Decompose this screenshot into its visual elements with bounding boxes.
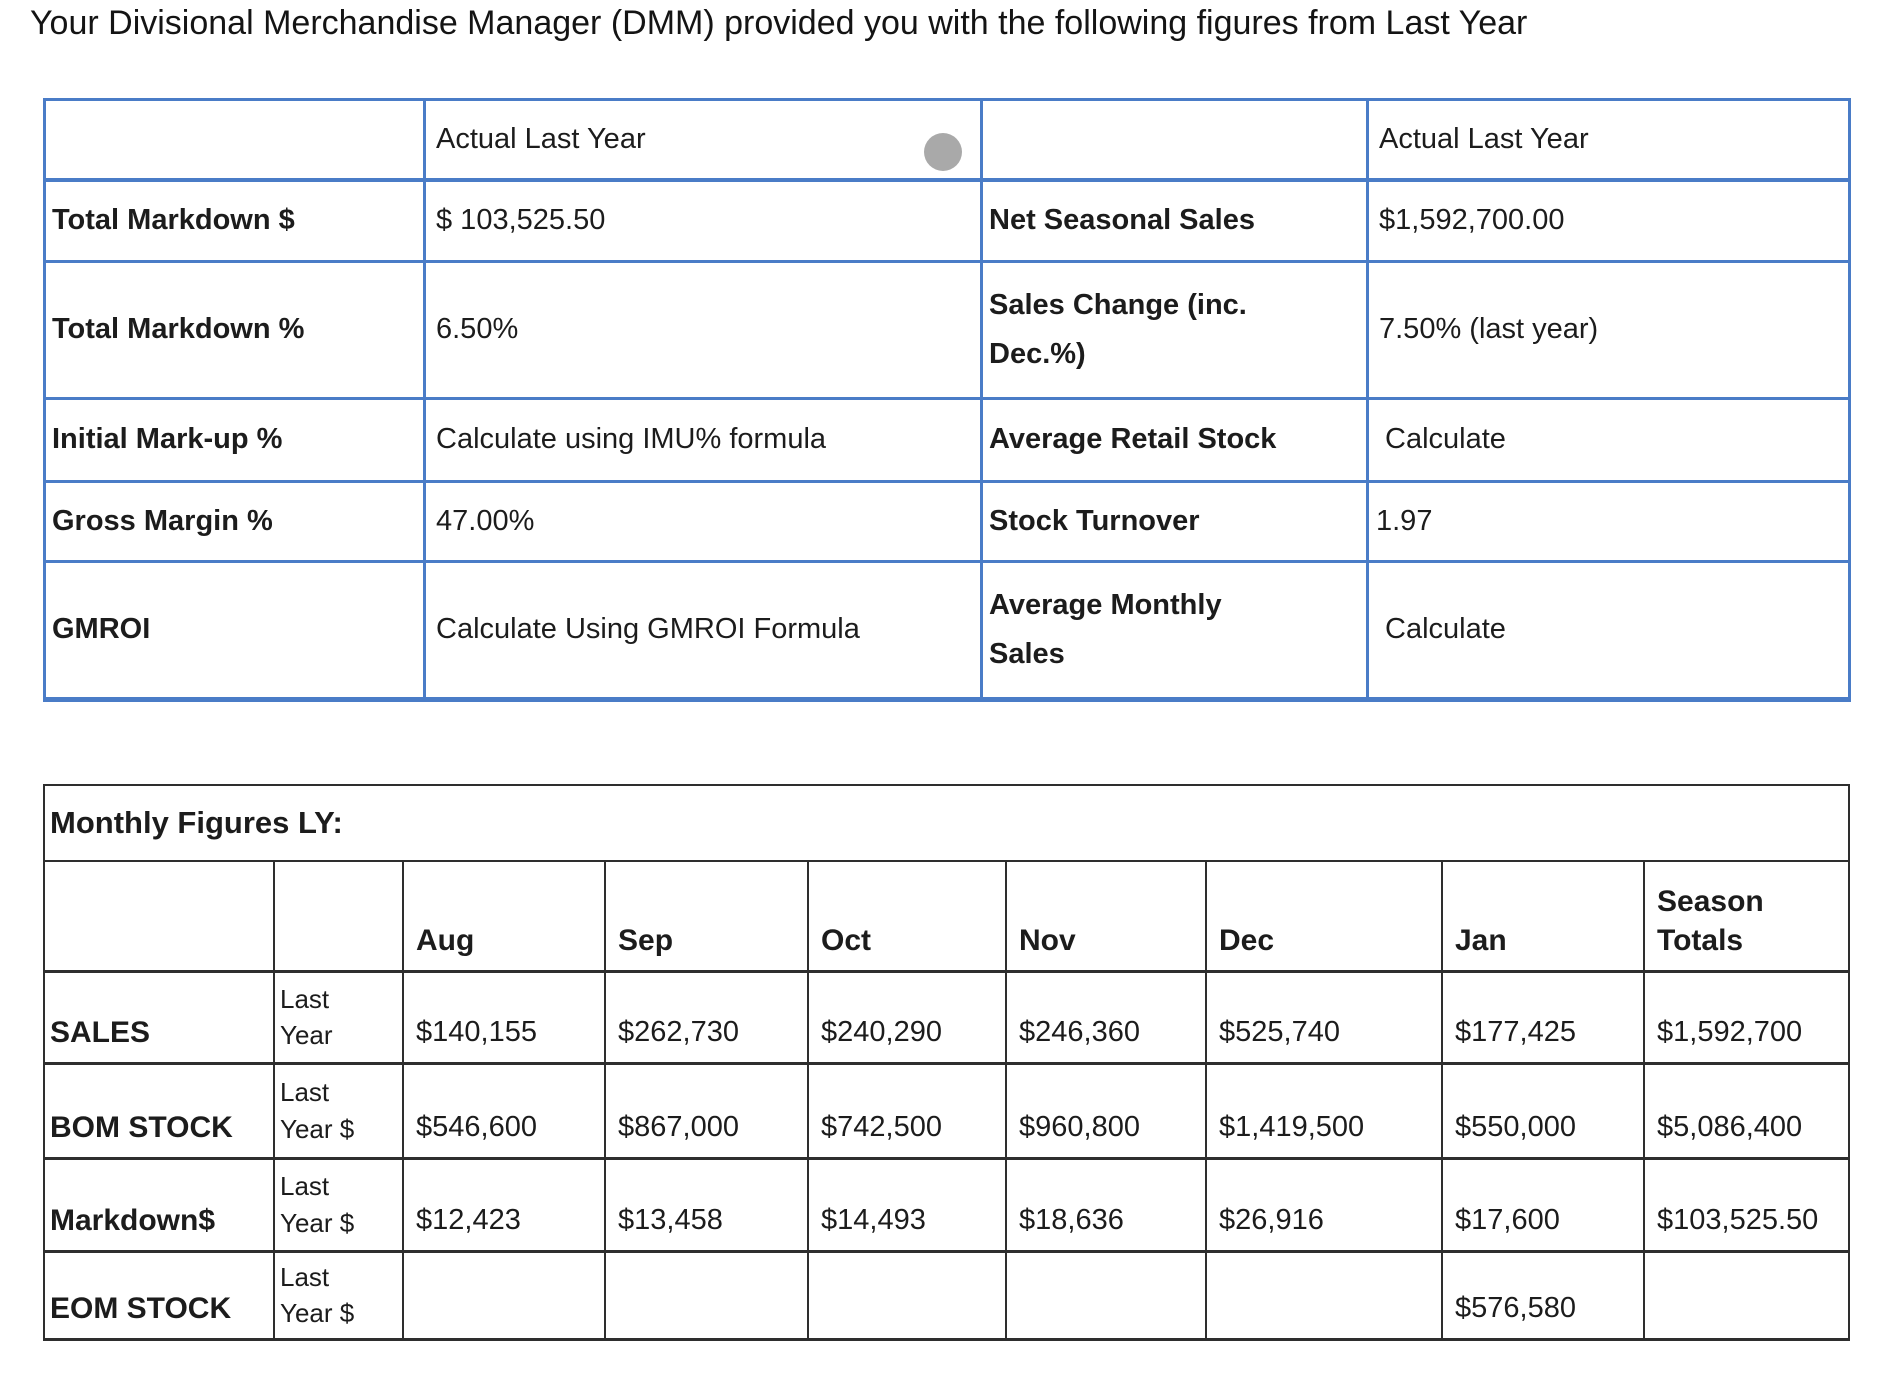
metric-value: 7.50% (last year) [1366, 260, 1851, 400]
metric-value: 47.00% [423, 480, 983, 563]
column-header-season-totals: Season Totals [1642, 860, 1851, 972]
cell-value: $246,360 [1005, 969, 1207, 1064]
row-sublabel-text: Last Year $ [280, 1171, 355, 1238]
metric-label: Average Retail Stock [980, 397, 1369, 483]
cell-value: $1,419,500 [1205, 1061, 1443, 1159]
monthly-table-title: Monthly Figures LY: [42, 784, 1851, 862]
row-label: Markdown$ [43, 1156, 275, 1252]
row-sublabel: Last Year [273, 969, 404, 1064]
row-sublabel-text: Last Year $ [280, 1077, 355, 1144]
cell-value [1642, 1249, 1851, 1341]
monthly-figures-table: Monthly Figures LY: Aug Sep Oct Nov Dec … [42, 784, 1851, 1341]
metric-label: Total Markdown $ [43, 178, 426, 263]
cell-value: $177,425 [1441, 969, 1645, 1064]
row-sublabel-text: Last Year [280, 983, 333, 1050]
cell-value: $14,493 [807, 1156, 1007, 1252]
gray-dot-icon [924, 133, 962, 171]
summary-table: Actual Last Year Actual Last Year Total … [43, 98, 1851, 702]
cell-value: $13,458 [604, 1156, 809, 1252]
table-row-bom-stock: BOM STOCK Last Year $ $546,600 $867,000 … [43, 1061, 1851, 1159]
cell-value: $18,636 [1005, 1156, 1207, 1252]
table-row: GMROI Calculate Using GMROI Formula Aver… [43, 560, 1851, 702]
cell-value [604, 1249, 809, 1341]
column-header-text: Season Totals [1657, 884, 1764, 957]
column-header-nov: Nov [1005, 860, 1207, 972]
table-row: Initial Mark-up % Calculate using IMU% f… [43, 397, 1851, 483]
cell-value: $525,740 [1205, 969, 1443, 1064]
cell-value: $17,600 [1441, 1156, 1645, 1252]
cell-value [402, 1249, 606, 1341]
row-sublabel: Last Year $ [273, 1156, 404, 1252]
metric-value: 6.50% [423, 260, 983, 400]
table-row: Total Markdown $ $ 103,525.50 Net Season… [43, 178, 1851, 263]
table-row-sales: SALES Last Year $140,155 $262,730 $240,2… [43, 969, 1851, 1064]
cell-value [1005, 1249, 1207, 1341]
metric-label: Gross Margin % [43, 480, 426, 563]
row-label: EOM STOCK [43, 1249, 275, 1341]
table-row: Actual Last Year Actual Last Year [43, 98, 1851, 182]
metric-label-text: Sales Change (inc. Dec.%) [989, 288, 1247, 370]
table-title-row: Monthly Figures LY: [42, 784, 1851, 862]
row-sublabel: Last Year $ [273, 1061, 404, 1159]
column-header-sep: Sep [604, 860, 809, 972]
column-header-dec: Dec [1205, 860, 1443, 972]
column-header: Actual Last Year [1366, 98, 1851, 182]
metric-value: Calculate using IMU% formula [423, 397, 983, 483]
cell-value: $576,580 [1441, 1249, 1645, 1341]
metric-label: GMROI [43, 560, 426, 702]
cell-value: $546,600 [402, 1061, 606, 1159]
column-header-oct: Oct [807, 860, 1007, 972]
table-row-markdown: Markdown$ Last Year $ $12,423 $13,458 $1… [43, 1156, 1851, 1252]
metric-value: $1,592,700.00 [1366, 178, 1851, 263]
cell-value: $26,916 [1205, 1156, 1443, 1252]
cell-value: $262,730 [604, 969, 809, 1064]
page-title: Your Divisional Merchandise Manager (DMM… [30, 4, 1528, 42]
metric-label: Total Markdown % [43, 260, 426, 400]
cell-value: $240,290 [807, 969, 1007, 1064]
cell-value: $140,155 [402, 969, 606, 1064]
column-header: Actual Last Year [423, 98, 983, 182]
column-header-aug: Aug [402, 860, 606, 972]
metric-value: 1.97 [1366, 480, 1851, 563]
cell-value: $12,423 [402, 1156, 606, 1252]
metric-label: Average Monthly Sales [980, 560, 1369, 702]
row-sublabel: Last Year $ [273, 1249, 404, 1341]
metric-label: Net Seasonal Sales [980, 178, 1369, 263]
cell-value: $550,000 [1441, 1061, 1645, 1159]
metric-value: Calculate [1366, 397, 1851, 483]
cell-value: $1,592,700 [1642, 969, 1851, 1064]
metric-label: Initial Mark-up % [43, 397, 426, 483]
row-label: BOM STOCK [43, 1061, 275, 1159]
empty-cell [43, 98, 426, 182]
cell-value: $867,000 [604, 1061, 809, 1159]
cell-value: $742,500 [807, 1061, 1007, 1159]
metric-value: Calculate [1366, 560, 1851, 702]
metric-label: Stock Turnover [980, 480, 1369, 563]
metric-value: Calculate Using GMROI Formula [423, 560, 983, 702]
metric-label-text: Average Monthly Sales [989, 588, 1222, 670]
empty-cell [43, 860, 275, 972]
empty-cell [273, 860, 404, 972]
table-row-eom-stock: EOM STOCK Last Year $ $576,580 [43, 1249, 1851, 1341]
cell-value [807, 1249, 1007, 1341]
column-header-jan: Jan [1441, 860, 1645, 972]
table-row: Total Markdown % 6.50% Sales Change (inc… [43, 260, 1851, 400]
cell-value [1205, 1249, 1443, 1341]
empty-cell [980, 98, 1369, 182]
table-row: Gross Margin % 47.00% Stock Turnover 1.9… [43, 480, 1851, 563]
row-label: SALES [43, 969, 275, 1064]
table-header-row: Aug Sep Oct Nov Dec Jan Season Totals [43, 860, 1851, 972]
cell-value: $103,525.50 [1642, 1156, 1851, 1252]
metric-label: Sales Change (inc. Dec.%) [980, 260, 1369, 400]
metric-value: $ 103,525.50 [423, 178, 983, 263]
row-sublabel-text: Last Year $ [280, 1261, 355, 1328]
cell-value: $960,800 [1005, 1061, 1207, 1159]
cell-value: $5,086,400 [1642, 1061, 1851, 1159]
